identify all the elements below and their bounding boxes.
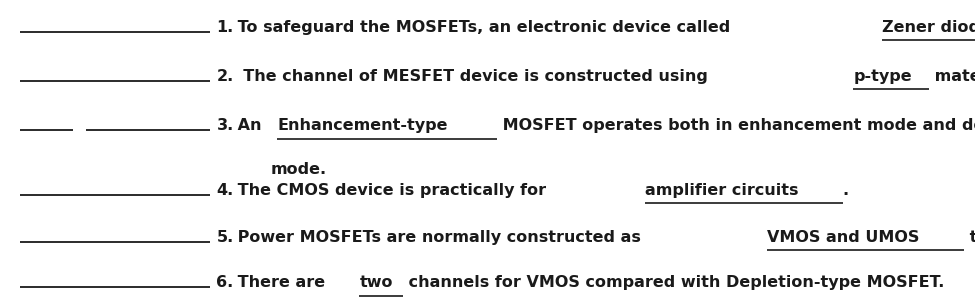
Text: 5.: 5. — [216, 230, 234, 245]
Text: two: two — [360, 275, 393, 290]
Text: amplifier circuits: amplifier circuits — [644, 183, 799, 198]
Text: type.: type. — [963, 230, 975, 245]
Text: 1.: 1. — [216, 20, 234, 35]
Text: mode.: mode. — [271, 162, 328, 177]
Text: 2.: 2. — [216, 69, 234, 84]
Text: Enhancement-type: Enhancement-type — [277, 118, 448, 133]
Text: Zener diode: Zener diode — [882, 20, 975, 35]
Text: The CMOS device is practically for: The CMOS device is practically for — [232, 183, 552, 198]
Text: To safeguard the MOSFETs, an electronic device called: To safeguard the MOSFETs, an electronic … — [232, 20, 736, 35]
Text: 6.: 6. — [216, 275, 234, 290]
Text: MOSFET operates both in enhancement mode and depletion: MOSFET operates both in enhancement mode… — [497, 118, 975, 133]
Text: p-type: p-type — [853, 69, 912, 84]
Text: channels for VMOS compared with Depletion-type MOSFET.: channels for VMOS compared with Depletio… — [403, 275, 944, 290]
Text: There are: There are — [232, 275, 331, 290]
Text: An: An — [232, 118, 267, 133]
Text: The channel of MESFET device is constructed using: The channel of MESFET device is construc… — [232, 69, 714, 84]
Text: material only.: material only. — [929, 69, 975, 84]
Text: 3.: 3. — [216, 118, 234, 133]
Text: VMOS and UMOS: VMOS and UMOS — [767, 230, 919, 245]
Text: 4.: 4. — [216, 183, 234, 198]
Text: .: . — [842, 183, 849, 198]
Text: Power MOSFETs are normally constructed as: Power MOSFETs are normally constructed a… — [232, 230, 646, 245]
